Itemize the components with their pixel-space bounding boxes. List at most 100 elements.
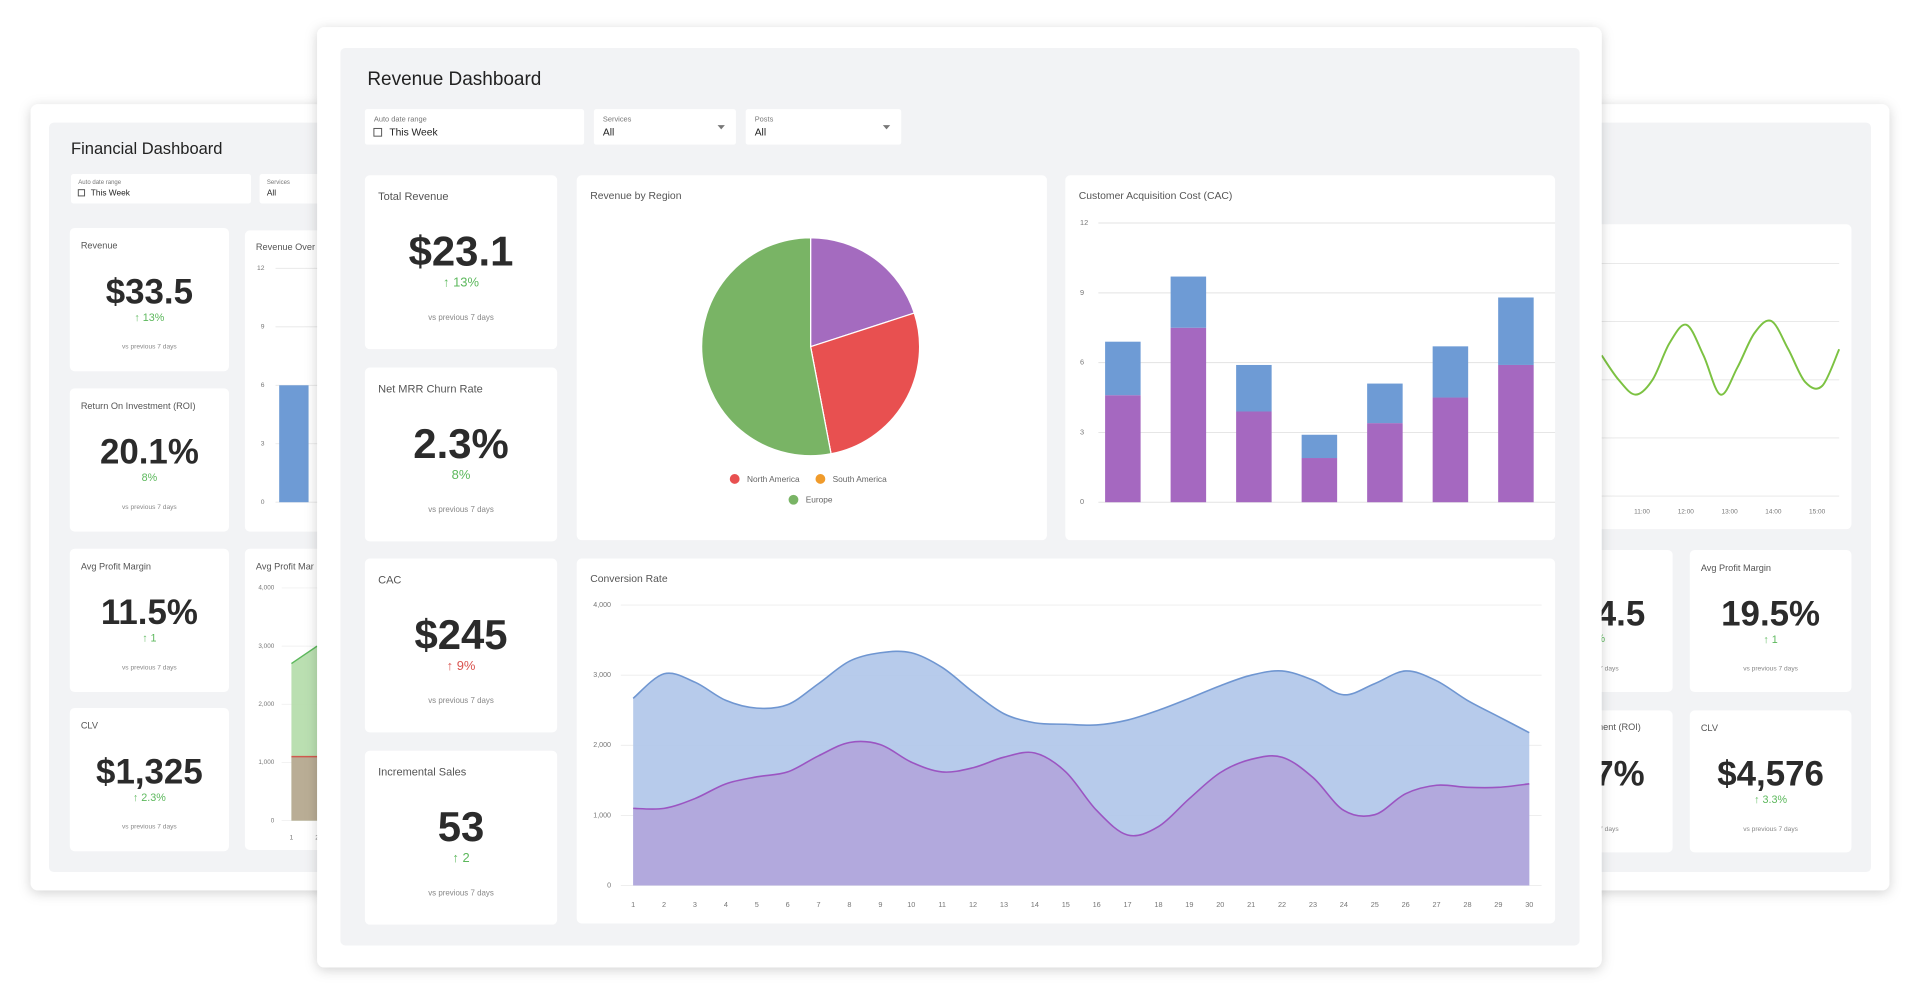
x-tick-label: 29	[1494, 900, 1502, 909]
kpi-note: 7 days	[1599, 666, 1619, 673]
area	[291, 756, 318, 821]
legend-swatch	[729, 474, 740, 484]
line	[1600, 319, 1841, 396]
kpi-value: 53	[438, 803, 485, 850]
pie-slice	[810, 237, 916, 348]
x-tick-label: 6	[786, 900, 790, 909]
filter-value: This Week	[389, 128, 438, 139]
dashboard-title: Financial Dashboard	[71, 139, 222, 158]
x-tick-label: 10	[907, 900, 915, 909]
kpi-note: vs previous 7 days	[428, 505, 494, 514]
kpi-value: 4.5	[1597, 594, 1645, 633]
kpi-value: $245	[414, 611, 507, 658]
x-tick-label: 7	[817, 900, 821, 909]
bar-segment	[1301, 458, 1338, 503]
legend-swatch	[788, 494, 799, 505]
line	[633, 740, 1530, 837]
kpi-note: vs previous 7 days	[122, 823, 177, 830]
pie-slice	[701, 237, 832, 457]
filter-box[interactable]	[593, 109, 736, 145]
kpi-card	[364, 558, 558, 733]
filter-box[interactable]	[364, 109, 585, 145]
kpi-card	[69, 707, 229, 852]
x-tick-label: 1	[290, 835, 294, 842]
legend-label: North America	[747, 474, 800, 484]
legend-swatch	[815, 474, 826, 484]
bar-segment	[1105, 341, 1141, 396]
kpi-note: vs previous 7 days	[428, 696, 494, 705]
kpi-label: ment (ROI)	[1596, 722, 1641, 732]
x-tick-label: 16	[1093, 900, 1101, 909]
y-tick-label: 4,000	[593, 601, 611, 609]
kpi-value: $4,576	[1717, 755, 1824, 794]
filter-label: Auto date range	[374, 114, 427, 123]
kpi-change: ↑ 1	[142, 633, 156, 645]
legend-label: South America	[833, 474, 887, 484]
y-tick-label: 12	[257, 265, 265, 272]
x-tick-label: 12:00	[1678, 509, 1695, 516]
y-tick-label: 3	[261, 441, 265, 448]
calendar-icon	[373, 127, 383, 137]
filter-value: All	[267, 188, 276, 198]
bar-segment	[1301, 434, 1338, 459]
kpi-label: Avg Profit Margin	[1701, 563, 1771, 573]
y-tick-label: 4,000	[258, 585, 274, 592]
filter-box[interactable]	[71, 174, 252, 204]
bar-segment	[1367, 423, 1403, 503]
x-tick-label: 12	[969, 900, 977, 909]
x-tick-label: 18	[1154, 900, 1162, 909]
kpi-label: Incremental Sales	[378, 767, 467, 779]
filter-box[interactable]	[745, 109, 902, 145]
kpi-note: vs previous 7 days	[428, 888, 494, 897]
x-tick-label: 5	[755, 900, 759, 909]
x-tick-label: 3	[693, 900, 697, 909]
kpi-label: Net MRR Churn Rate	[378, 383, 483, 395]
x-tick-label: 2	[662, 900, 666, 909]
y-tick-label: 0	[271, 817, 275, 824]
bar-segment	[1498, 297, 1534, 365]
kpi-card	[364, 175, 558, 350]
kpi-label: Return On Investment (ROI)	[81, 401, 196, 411]
y-tick-label: 0	[261, 499, 265, 506]
x-tick-label: 25	[1371, 900, 1379, 909]
kpi-note: 7 days	[1599, 826, 1619, 833]
x-tick-label: 23	[1309, 900, 1317, 909]
filter-label: Services	[267, 180, 290, 186]
kpi-label: CAC	[378, 574, 401, 586]
legend-label: Europe	[806, 495, 833, 505]
filter-label: Services	[603, 114, 632, 123]
kpi-change: 8%	[452, 467, 471, 482]
x-tick-label: 4	[724, 900, 728, 909]
x-tick-label: 14:00	[1765, 509, 1782, 516]
filter-label: Posts	[755, 114, 774, 123]
y-tick-label: 3	[1080, 427, 1084, 436]
kpi-label: CLV	[81, 721, 99, 731]
kpi-note: vs previous 7 days	[122, 664, 177, 671]
kpi-label: Total Revenue	[378, 191, 448, 203]
kpi-value: 7%	[1594, 755, 1644, 794]
y-tick-label: 1,000	[593, 811, 611, 819]
bar-segment	[1432, 397, 1469, 503]
kpi-value: 19.5%	[1721, 594, 1820, 633]
y-tick-label: 3,000	[258, 643, 274, 650]
bar-segment	[1105, 395, 1141, 503]
kpi-card	[69, 227, 229, 372]
x-tick-label: 15	[1062, 900, 1070, 909]
kpi-value: 11.5%	[101, 593, 198, 632]
x-tick-label: 26	[1402, 900, 1410, 909]
x-tick-label: 30	[1525, 900, 1533, 909]
bar-segment	[1236, 411, 1272, 503]
dashboard-title: Revenue Dashboard	[367, 69, 541, 90]
kpi-card	[69, 548, 229, 693]
line	[291, 645, 318, 665]
kpi-change: ↑ 9%	[447, 658, 476, 673]
bar-segment	[1432, 346, 1469, 398]
kpi-card	[1689, 549, 1852, 693]
area	[633, 741, 1530, 886]
kpi-card	[364, 750, 558, 925]
chart-title: Conversion Rate	[590, 574, 668, 585]
x-tick-label: 11	[938, 900, 946, 909]
y-tick-label: 2,000	[593, 741, 611, 749]
kpi-change: ↑ 1	[1763, 634, 1777, 646]
